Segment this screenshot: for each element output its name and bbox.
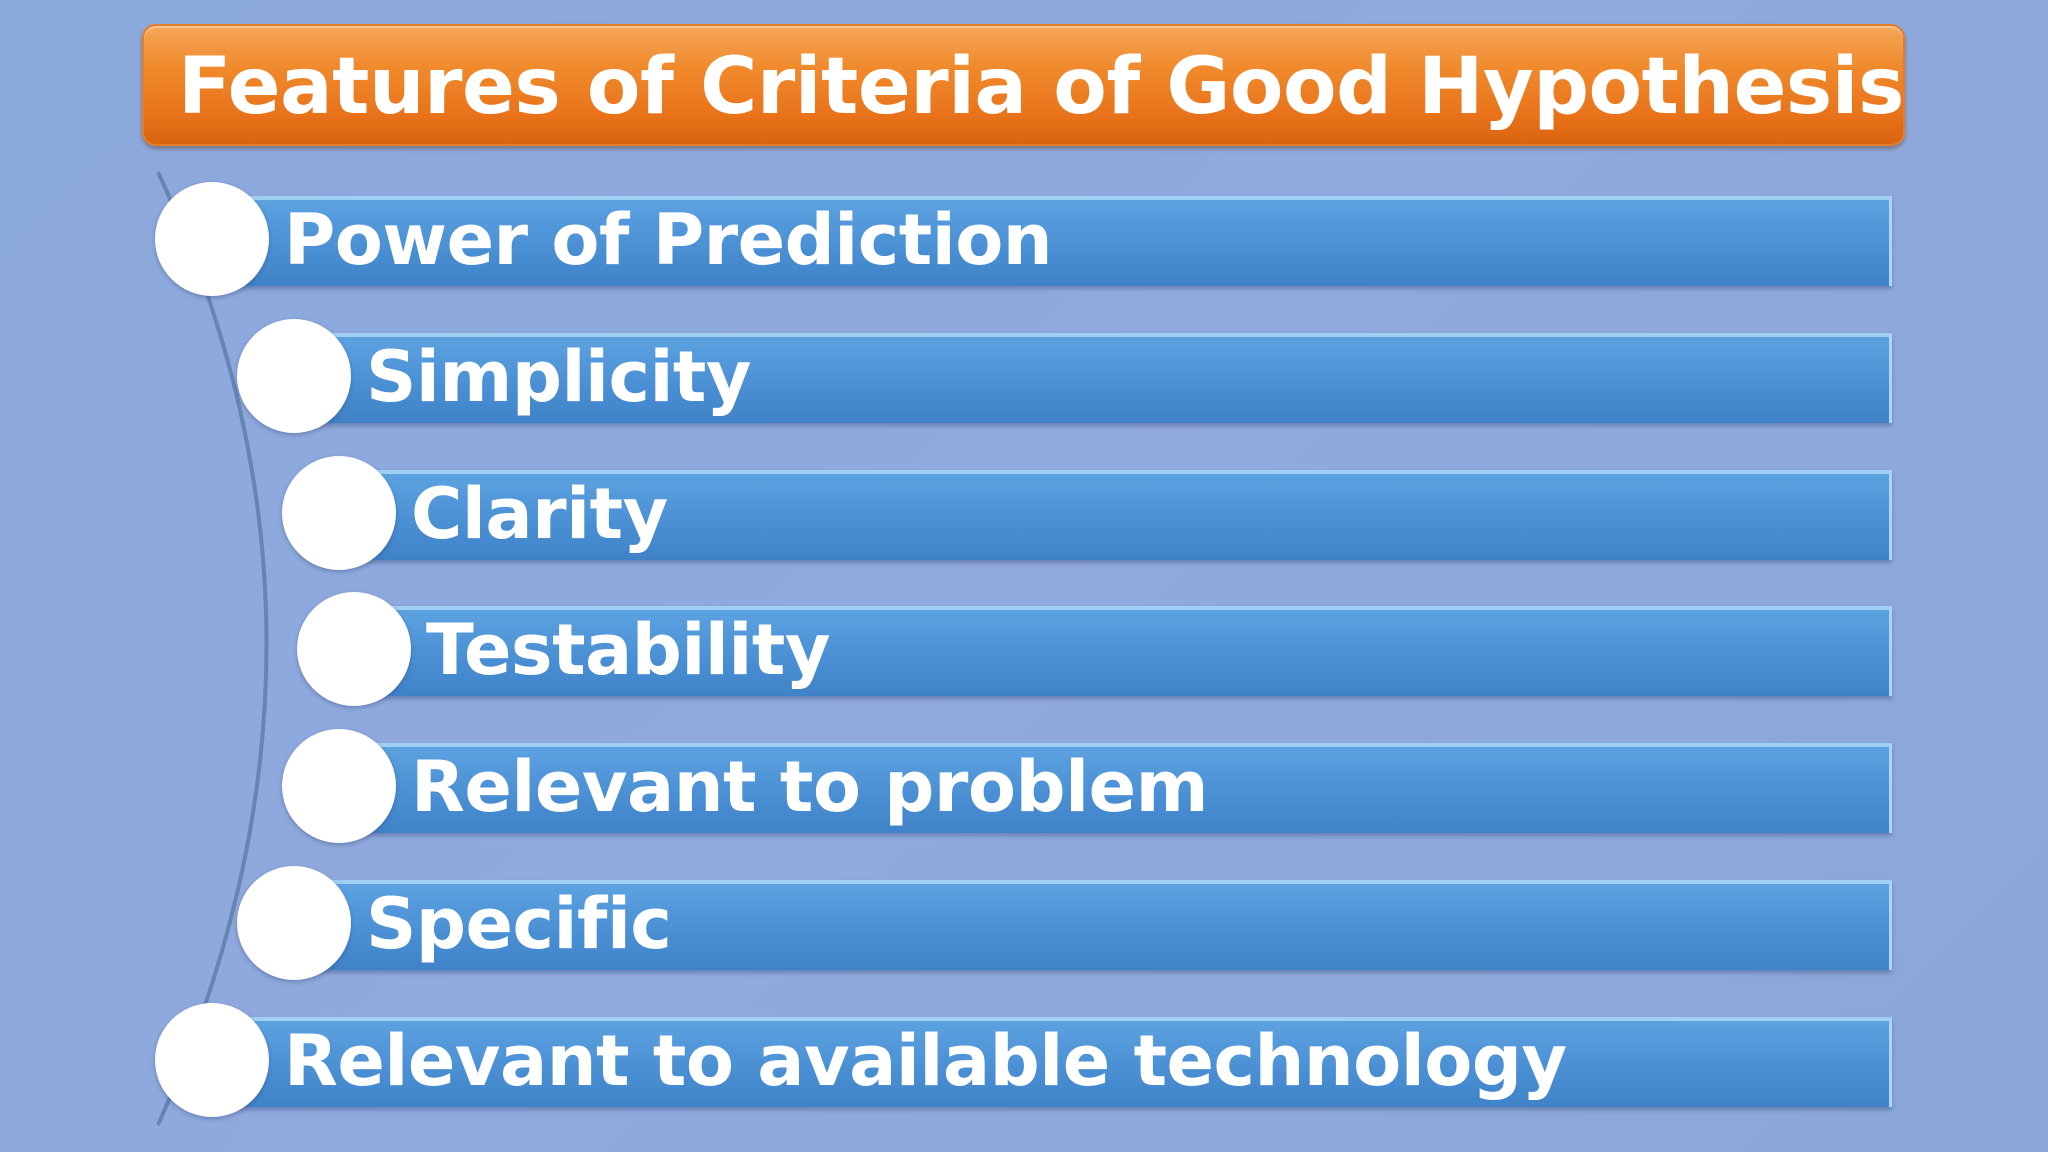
item-label: Clarity xyxy=(411,473,668,555)
item-bar xyxy=(318,880,1892,970)
item-bar xyxy=(362,470,1892,560)
bullet-circle xyxy=(155,1003,269,1117)
item-label: Simplicity xyxy=(366,336,752,418)
item-bar xyxy=(235,1017,1892,1107)
bullet-circle xyxy=(237,866,351,980)
item-bar xyxy=(235,196,1892,286)
item-bar xyxy=(362,743,1892,833)
slide-title: Features of Criteria of Good Hypothesis xyxy=(178,42,1904,132)
title-banner: Features of Criteria of Good Hypothesis xyxy=(142,24,1905,146)
item-bar xyxy=(318,333,1892,423)
bullet-circle xyxy=(237,319,351,433)
bullet-circle xyxy=(297,592,411,706)
item-label: Specific xyxy=(366,883,672,965)
bullet-circle xyxy=(155,182,269,296)
bullet-circle xyxy=(282,456,396,570)
item-label: Relevant to problem xyxy=(411,746,1209,828)
item-label: Testability xyxy=(426,609,830,691)
item-label: Power of Prediction xyxy=(284,199,1053,281)
item-bar xyxy=(377,606,1892,696)
bullet-circle xyxy=(282,729,396,843)
item-label: Relevant to available technology xyxy=(284,1020,1567,1102)
